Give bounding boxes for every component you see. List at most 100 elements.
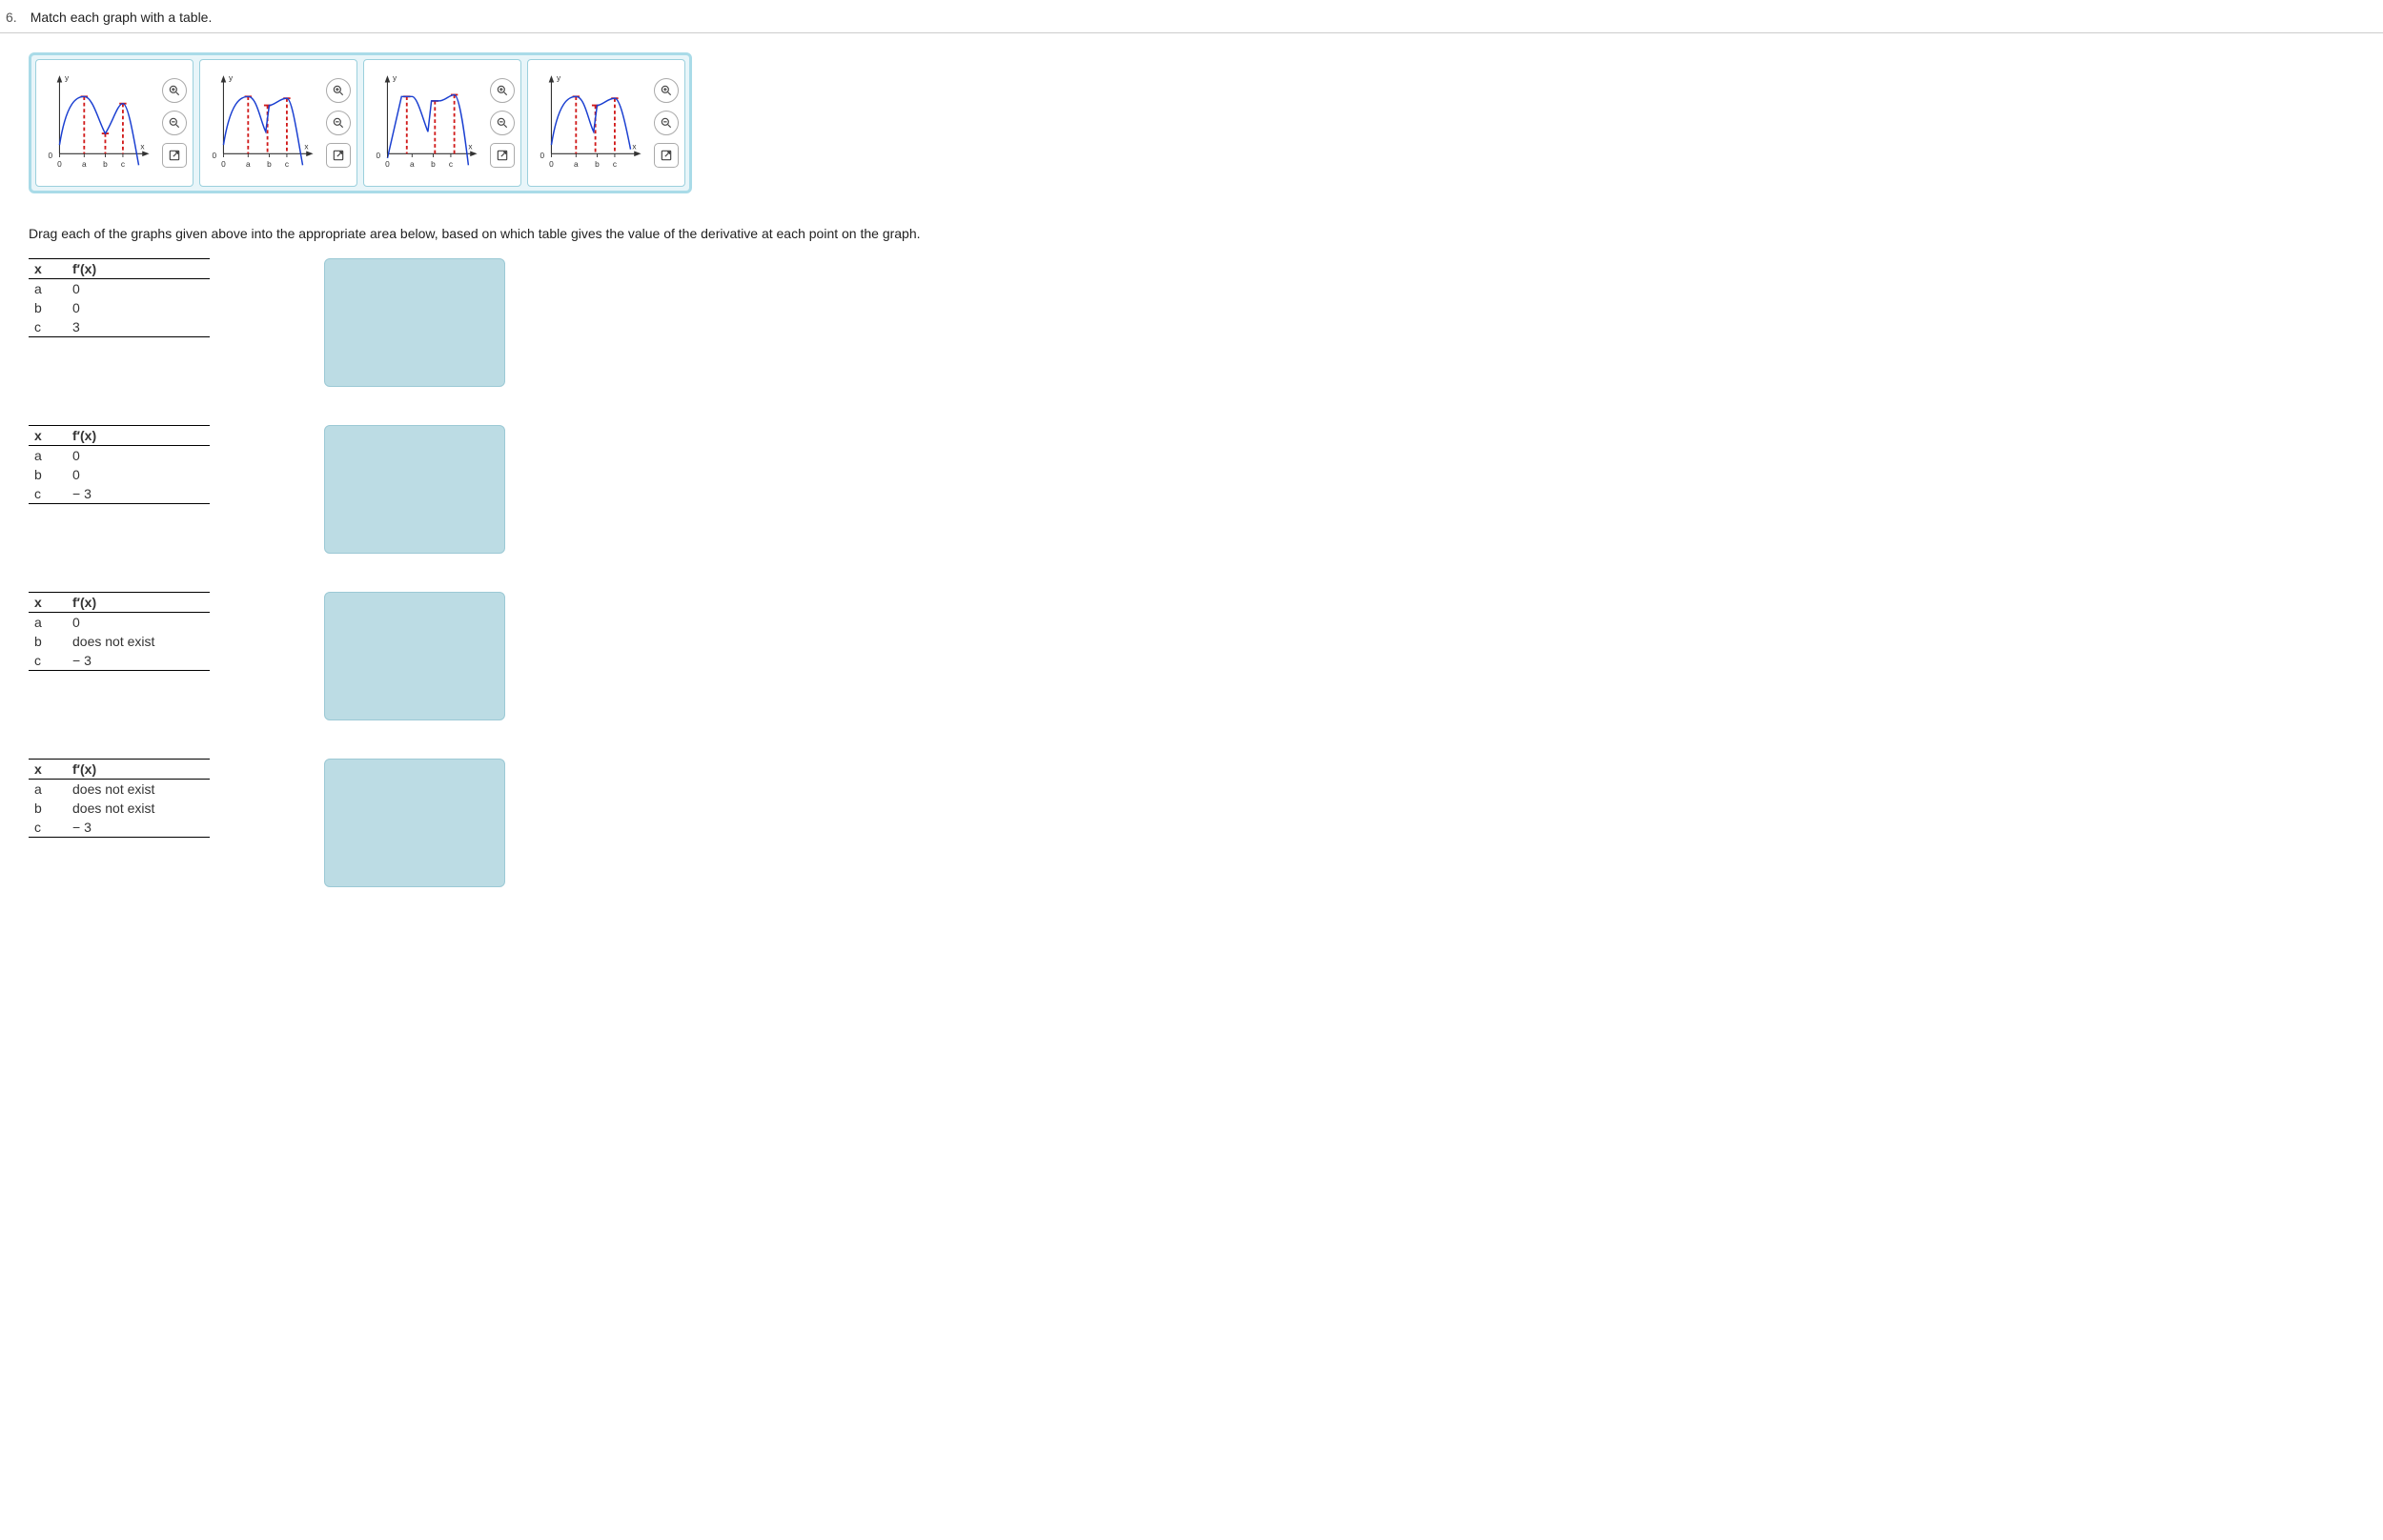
- graph-controls: [162, 78, 187, 168]
- drop-zone-3[interactable]: [324, 592, 505, 720]
- table-cell-x: c: [29, 317, 67, 337]
- derivative-table-2: x f′(x) a 0 b 0 c − 3: [29, 425, 210, 504]
- svg-text:c: c: [449, 159, 453, 169]
- table-row: c − 3: [29, 818, 210, 838]
- svg-text:c: c: [613, 159, 617, 169]
- match-row-2: x f′(x) a 0 b 0 c − 3: [29, 425, 2354, 554]
- expand-icon[interactable]: [326, 143, 351, 168]
- table-cell-x: b: [29, 632, 67, 651]
- table-cell-fx: − 3: [67, 484, 210, 504]
- graph-card-1[interactable]: y x 0 0abc: [35, 59, 193, 187]
- instructions-text: Drag each of the graphs given above into…: [29, 226, 2354, 241]
- svg-text:c: c: [285, 159, 289, 169]
- derivative-table-1: x f′(x) a 0 b 0 c 3: [29, 258, 210, 337]
- table-cell-x: a: [29, 780, 67, 800]
- table-cell-x: b: [29, 465, 67, 484]
- table-cell-fx: 0: [67, 613, 210, 633]
- table-cell-fx: − 3: [67, 818, 210, 838]
- table-header-x: x: [29, 426, 67, 446]
- svg-text:b: b: [431, 159, 436, 169]
- graphs-source-row: y x 0 0 a b c y x 0 0 a b c y: [29, 52, 692, 193]
- question-text: Match each graph with a table.: [31, 10, 213, 25]
- svg-text:b: b: [267, 159, 272, 169]
- table-cell-x: b: [29, 298, 67, 317]
- svg-text:0: 0: [376, 151, 380, 160]
- graph-plot: y x 0 0abc: [42, 66, 156, 180]
- graph-controls: [326, 78, 351, 168]
- table-cell-fx: 0: [67, 446, 210, 466]
- svg-text:b: b: [595, 159, 600, 169]
- table-row: a 0: [29, 279, 210, 299]
- graph-plot: y x 0 0abc: [370, 66, 484, 180]
- expand-icon[interactable]: [654, 143, 679, 168]
- table-row: c − 3: [29, 484, 210, 504]
- table-cell-x: b: [29, 799, 67, 818]
- svg-text:0: 0: [385, 159, 390, 169]
- svg-text:a: a: [82, 159, 87, 169]
- svg-text:c: c: [121, 159, 125, 169]
- graph-controls: [490, 78, 515, 168]
- table-header-fx: f′(x): [67, 426, 210, 446]
- zoom-out-icon[interactable]: [490, 111, 515, 135]
- svg-text:x: x: [632, 142, 637, 152]
- svg-text:y: y: [229, 73, 234, 83]
- drop-zone-4[interactable]: [324, 759, 505, 887]
- expand-icon[interactable]: [162, 143, 187, 168]
- table-row: b 0: [29, 465, 210, 484]
- table-row: b does not exist: [29, 632, 210, 651]
- table-header-x: x: [29, 760, 67, 780]
- table-cell-fx: − 3: [67, 651, 210, 671]
- zoom-in-icon[interactable]: [162, 78, 187, 103]
- svg-text:y: y: [65, 73, 70, 83]
- table-cell-x: c: [29, 484, 67, 504]
- svg-text:b: b: [103, 159, 108, 169]
- svg-text:x: x: [140, 142, 145, 152]
- zoom-in-icon[interactable]: [654, 78, 679, 103]
- table-cell-fx: 0: [67, 279, 210, 299]
- svg-text:0: 0: [48, 151, 52, 160]
- drop-zone-1[interactable]: [324, 258, 505, 387]
- graph-card-4[interactable]: y x 0 0abc: [527, 59, 685, 187]
- table-row: a 0: [29, 613, 210, 633]
- derivative-table-3: x f′(x) a 0 b does not exist c − 3: [29, 592, 210, 671]
- match-row-4: x f′(x) a does not exist b does not exis…: [29, 759, 2354, 887]
- svg-text:0: 0: [212, 151, 216, 160]
- zoom-out-icon[interactable]: [326, 111, 351, 135]
- svg-text:y: y: [393, 73, 397, 83]
- graph-card-2[interactable]: y x 0 0 a b c: [199, 59, 357, 187]
- zoom-out-icon[interactable]: [162, 111, 187, 135]
- svg-text:x: x: [304, 142, 309, 152]
- graph-plot: y x 0 0 a b c: [206, 66, 320, 180]
- svg-text:a: a: [574, 159, 579, 169]
- table-row: c 3: [29, 317, 210, 337]
- table-cell-fx: 0: [67, 298, 210, 317]
- graph-card-3[interactable]: y x 0 0abc: [363, 59, 521, 187]
- svg-text:y: y: [557, 73, 561, 83]
- table-cell-fx: does not exist: [67, 799, 210, 818]
- question-number: 6.: [6, 10, 17, 25]
- svg-text:a: a: [246, 159, 251, 169]
- table-cell-fx: does not exist: [67, 632, 210, 651]
- question-header: 6. Match each graph with a table.: [0, 0, 2383, 33]
- graph-plot: y x 0 0abc: [534, 66, 648, 180]
- table-cell-x: c: [29, 818, 67, 838]
- table-row: a 0: [29, 446, 210, 466]
- derivative-table-4: x f′(x) a does not exist b does not exis…: [29, 759, 210, 838]
- svg-text:x: x: [468, 142, 473, 152]
- drop-zone-2[interactable]: [324, 425, 505, 554]
- table-header-x: x: [29, 593, 67, 613]
- table-cell-fx: does not exist: [67, 780, 210, 800]
- svg-text:0: 0: [549, 159, 554, 169]
- table-row: b does not exist: [29, 799, 210, 818]
- table-cell-x: a: [29, 613, 67, 633]
- table-cell-fx: 0: [67, 465, 210, 484]
- graph-controls: [654, 78, 679, 168]
- table-cell-x: a: [29, 446, 67, 466]
- zoom-in-icon[interactable]: [490, 78, 515, 103]
- table-cell-x: a: [29, 279, 67, 299]
- expand-icon[interactable]: [490, 143, 515, 168]
- zoom-out-icon[interactable]: [654, 111, 679, 135]
- zoom-in-icon[interactable]: [326, 78, 351, 103]
- table-cell-x: c: [29, 651, 67, 671]
- svg-text:0: 0: [221, 159, 226, 169]
